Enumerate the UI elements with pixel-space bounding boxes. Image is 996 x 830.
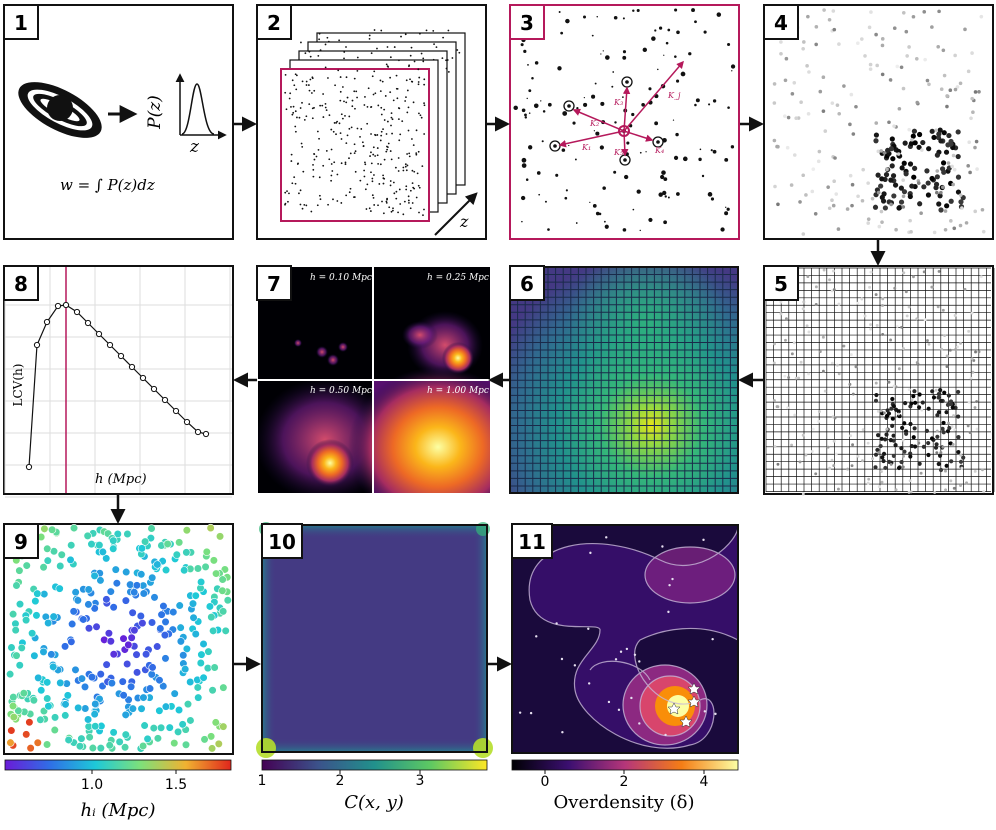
lcv-curve (25, 301, 210, 471)
panel-3-badge (509, 4, 545, 40)
k-label-3: K₃ (613, 98, 623, 107)
panel-6-density-grid (510, 267, 738, 493)
panel-6-badge (509, 265, 545, 301)
panel-8-number: 8 (14, 272, 28, 296)
flow-arrows (110, 116, 886, 672)
panel-7-bandwidth-maps (258, 267, 490, 493)
h-label-0.50: h = 0.50 Mpc (310, 386, 372, 396)
panel-5-grid (765, 267, 995, 492)
panel-10-correction-map (256, 522, 493, 758)
h-label-0.10: h = 0.10 Mpc (310, 273, 372, 283)
nearest-neighbor-arrows: K₁ K₂ K₃ K₄ K₅ K_j (558, 60, 684, 157)
panel-9-badge (3, 523, 39, 559)
panel-5-number: 5 (774, 272, 788, 296)
pz-label: P(z) (145, 95, 165, 130)
z-axis-arrow (434, 192, 478, 236)
cb10-tick-3: 3 (416, 773, 425, 789)
cb10-label: C(x, y) (344, 792, 404, 813)
colorbar-9 (4, 759, 232, 771)
panel-10-badge (261, 523, 303, 559)
galaxy-icon (18, 82, 102, 138)
h-label-0.25: h = 0.25 Mpc (427, 273, 489, 283)
cb11-tick-4: 4 (700, 774, 709, 790)
cb11-tick-2: 2 (620, 774, 629, 790)
panel-1-frame (3, 4, 234, 240)
colorbar-10 (261, 759, 488, 771)
redshift-slices (280, 29, 466, 222)
cb10-tick-1: 1 (258, 773, 267, 789)
pz-plot (175, 73, 227, 140)
panel-4-badge (763, 4, 799, 40)
cb9-tick-1.5: 1.5 (165, 777, 187, 793)
panel-9-bandwidth-points (5, 523, 232, 753)
panel-3-number: 3 (520, 11, 534, 35)
panel-2-number: 2 (267, 11, 281, 35)
k-label-5: K₅ (613, 148, 624, 157)
panel-9-frame (3, 523, 234, 755)
panel-5-points (772, 268, 986, 496)
panel-4-frame (763, 4, 994, 240)
weight-formula: w = ∫ P(z)dz (60, 176, 155, 194)
panel-8-badge (3, 265, 39, 301)
k-label-1: K₁ (581, 143, 591, 152)
k-label-2: K₂ (589, 119, 599, 128)
panel-11-badge (511, 523, 553, 559)
cb11-label: Overdensity (δ) (554, 792, 695, 813)
k-label-4: K₄ (654, 146, 664, 155)
h-axis-label: h (Mpc) (95, 472, 147, 487)
panel-8-frame (3, 265, 234, 495)
panel-2-z-label: z (459, 212, 469, 231)
panel-11-number: 11 (518, 530, 546, 554)
cb9-tick-1.0: 1.0 (81, 777, 103, 793)
panel-5-badge (763, 265, 799, 301)
cb10-tick-2: 2 (336, 773, 345, 789)
panel-7-number: 7 (267, 272, 281, 296)
panel-2-badge (256, 4, 292, 40)
panel-10-number: 10 (268, 530, 296, 554)
cb9-label: hᵢ (Mpc) (80, 800, 155, 821)
panel-6-number: 6 (520, 272, 534, 296)
colorbar-11 (511, 759, 739, 771)
panel-11-overdensity-map (512, 525, 738, 753)
panel-3-points (513, 8, 736, 232)
cb11-tick-0: 0 (541, 774, 550, 790)
z-label: z (189, 137, 200, 157)
panel-7-badge (256, 265, 292, 301)
lcv-axis-label: LCV(h) (11, 364, 25, 407)
h-label-1.00: h = 1.00 Mpc (427, 386, 489, 396)
panel-9-number: 9 (14, 530, 28, 554)
panel-1-number: 1 (14, 11, 28, 35)
k-label-6: K_j (667, 91, 681, 100)
panel-4-number: 4 (774, 11, 788, 35)
panel-1-badge (3, 4, 39, 40)
